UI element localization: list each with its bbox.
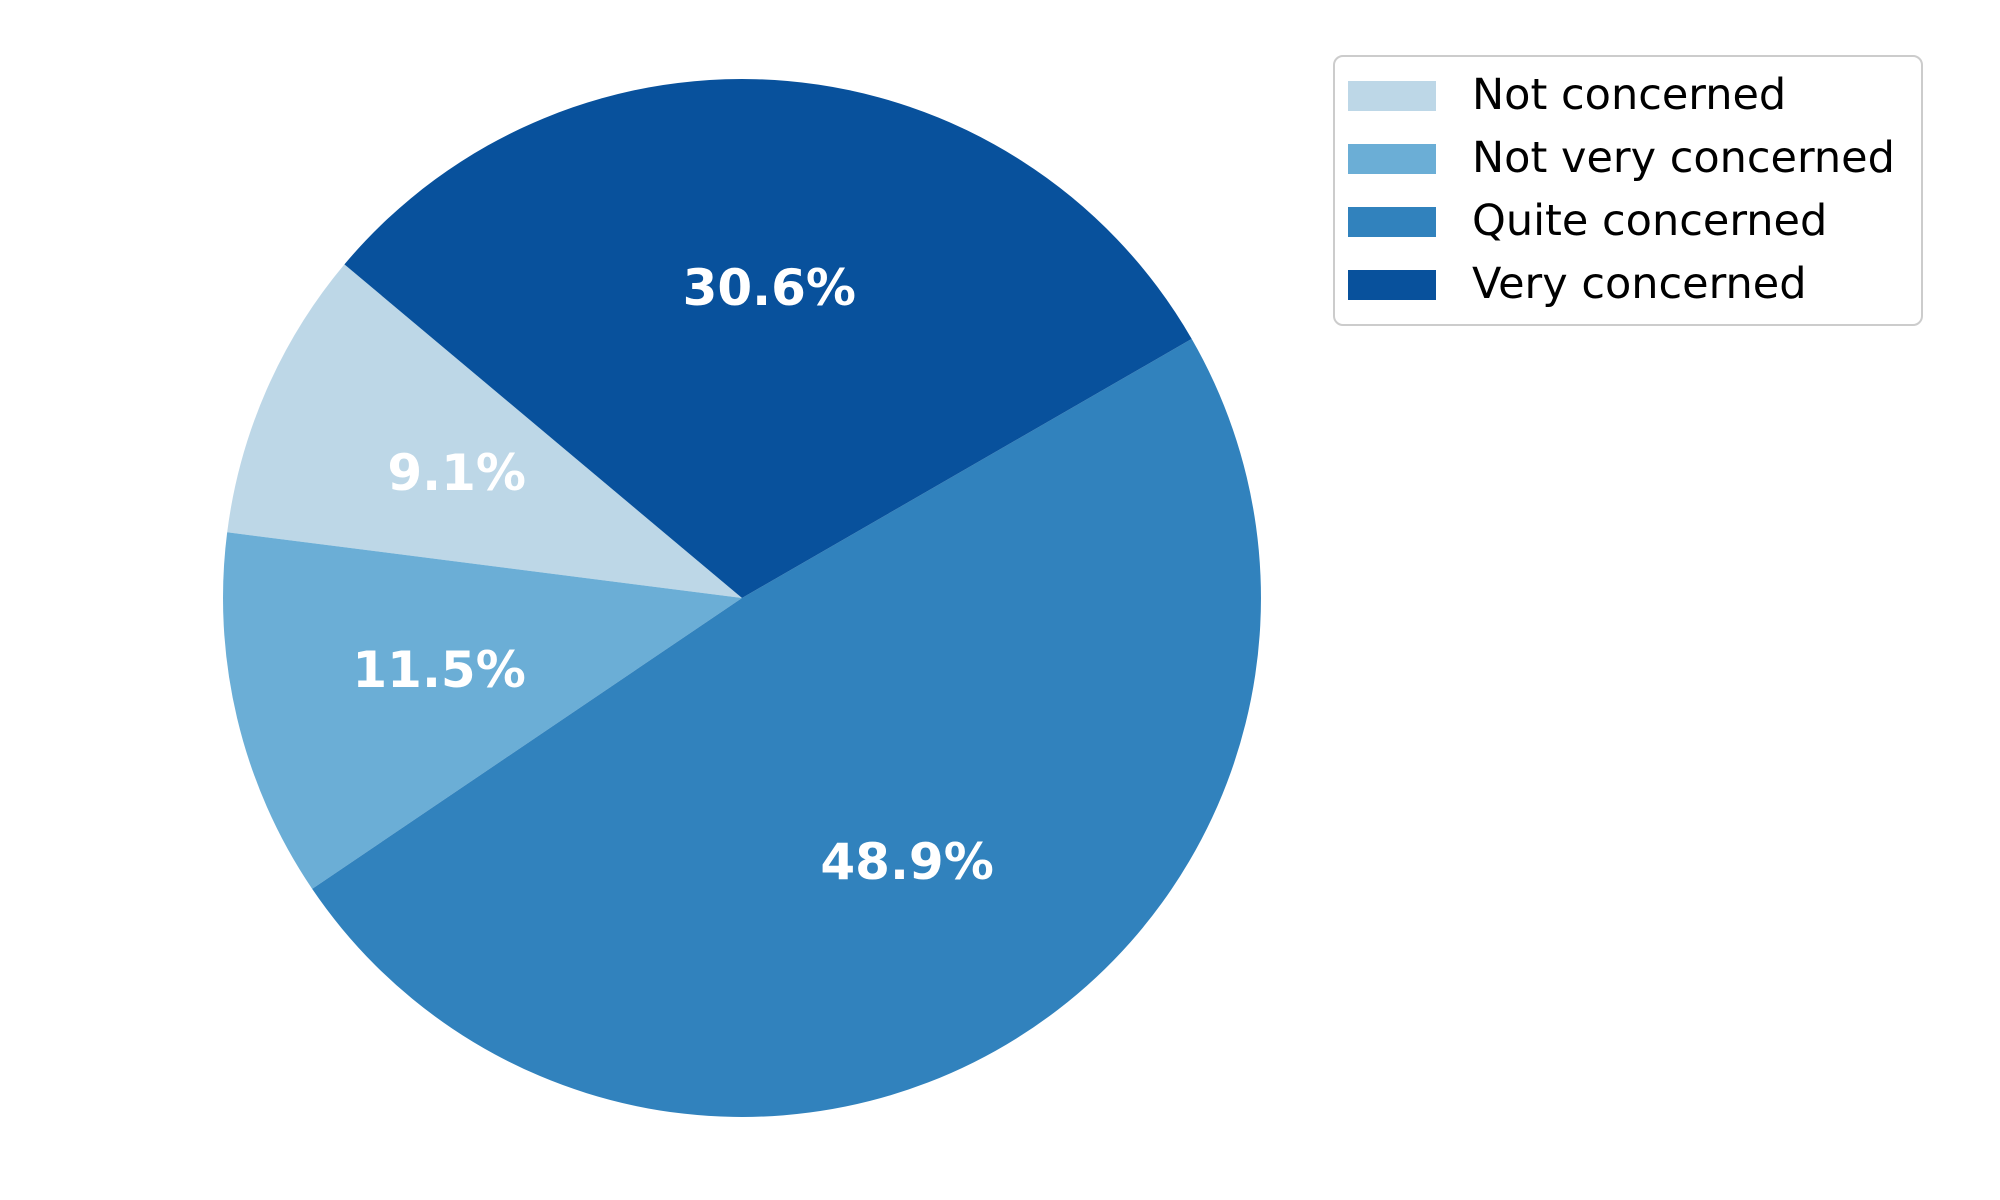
legend-label: Not very concerned xyxy=(1472,133,1895,184)
legend-label: Quite concerned xyxy=(1472,196,1828,247)
legend: Not concerned Not very concerned Quite c… xyxy=(1333,55,1923,326)
legend-swatch xyxy=(1348,144,1436,175)
pie-slice-pct-label: 30.6% xyxy=(683,259,856,317)
pie-slice-pct-label: 11.5% xyxy=(352,641,525,699)
legend-label: Very concerned xyxy=(1472,259,1807,310)
legend-item: Not very concerned xyxy=(1335,133,1921,185)
pie-slice-pct-label: 48.9% xyxy=(820,833,993,891)
legend-item: Very concerned xyxy=(1335,259,1921,311)
legend-label: Not concerned xyxy=(1472,70,1787,121)
pie-slice-not-very-concerned xyxy=(223,532,743,889)
pie-slice-not-concerned xyxy=(227,264,742,598)
pie-slice-quite-concerned xyxy=(312,338,1261,1117)
legend-item: Quite concerned xyxy=(1335,196,1921,248)
legend-swatch xyxy=(1348,269,1436,300)
legend-swatch xyxy=(1348,81,1436,112)
legend-item: Not concerned xyxy=(1335,70,1921,122)
pie-slice-very-concerned xyxy=(344,78,1192,598)
legend-swatch xyxy=(1348,206,1436,237)
pie-slice-pct-label: 9.1% xyxy=(387,444,526,502)
